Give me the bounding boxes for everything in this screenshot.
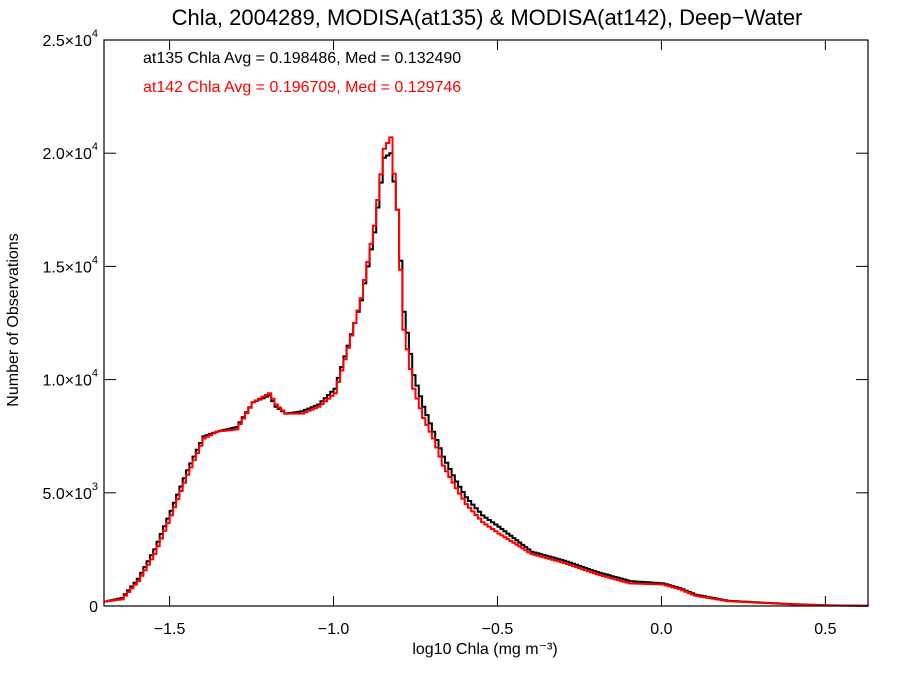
series-layer [104, 136, 869, 607]
x-axis-label: log10 Chla (mg m⁻³) [412, 641, 557, 658]
annotation-at135: at135 Chla Avg = 0.198486, Med = 0.13249… [143, 50, 461, 67]
y-tick-mantissa: 0 [89, 599, 98, 616]
x-axis-ticks: −1.5 −1.0 −0.5 0.0 0.5 [154, 40, 837, 638]
series-at135-line [104, 152, 869, 607]
y-tick-label: 0 [89, 599, 98, 616]
x-tick-label: −0.5 [482, 621, 514, 638]
y-tick-exponent: 4 [92, 254, 98, 266]
y-tick-exponent: 4 [92, 141, 98, 153]
y-tick-exponent: 3 [92, 481, 98, 493]
y-tick-mantissa: 1.0×10 [42, 373, 91, 390]
y-tick-exponent: 4 [92, 28, 98, 40]
y-tick-label: 1.5×104 [42, 254, 98, 276]
y-tick-label: 2.0×104 [42, 141, 98, 163]
y-tick-label: 1.0×104 [42, 368, 98, 390]
y-tick-mantissa: 2.0×10 [42, 146, 91, 163]
x-tick-label: 0.5 [814, 621, 836, 638]
y-tick-mantissa: 1.5×10 [42, 259, 91, 276]
series-at142-line [104, 136, 869, 607]
annotation-at142: at142 Chla Avg = 0.196709, Med = 0.12974… [143, 79, 461, 96]
y-tick-label: 2.5×104 [42, 28, 98, 50]
y-tick-exponent: 4 [92, 368, 98, 380]
chart-title: Chla, 2004289, MODISA(at135) & MODISA(at… [172, 5, 803, 30]
x-tick-label: −1.0 [318, 621, 350, 638]
y-tick-label: 5.0×103 [42, 481, 98, 503]
plot-frame [103, 39, 869, 607]
y-tick-mantissa: 5.0×10 [42, 486, 91, 503]
y-tick-mantissa: 2.5×10 [42, 33, 91, 50]
x-tick-label: 0.0 [650, 621, 672, 638]
x-tick-label: −1.5 [154, 621, 186, 638]
y-axis-label: Number of Observations [5, 233, 22, 406]
